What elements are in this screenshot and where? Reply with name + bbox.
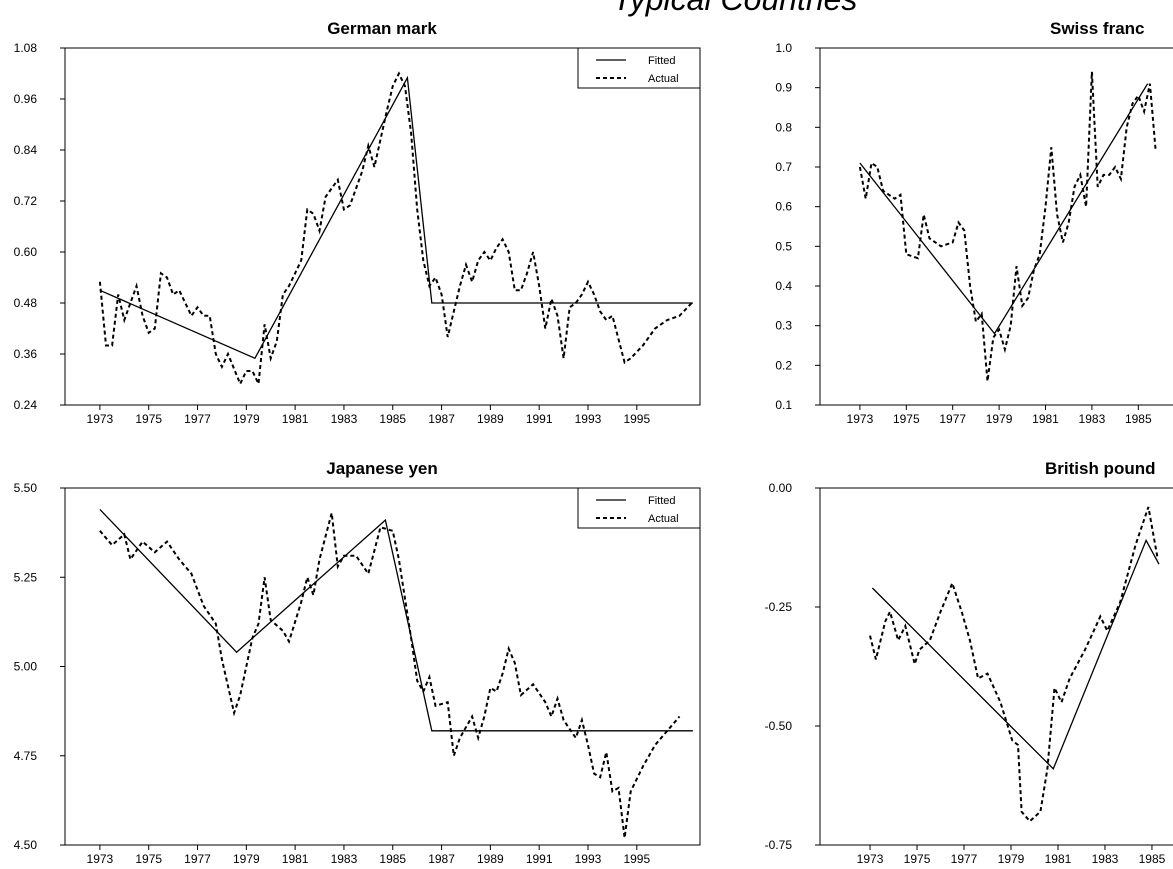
y-tick-label: 0.1	[775, 398, 792, 412]
x-tick-label: 1977	[184, 412, 211, 426]
y-tick-label: 0.8	[775, 120, 792, 134]
x-tick-label: 1987	[428, 412, 455, 426]
y-tick-label: 0.5	[775, 239, 792, 253]
x-tick-label: 1983	[1092, 852, 1119, 866]
y-tick-label: 0.96	[14, 92, 38, 106]
x-tick-label: 1981	[1045, 852, 1072, 866]
x-tick-label: 1983	[1079, 412, 1106, 426]
x-tick-label: 1985	[379, 412, 406, 426]
x-tick-label: 1983	[331, 412, 358, 426]
chart-title: German mark	[327, 19, 437, 38]
plot-frame	[64, 487, 701, 846]
y-tick-label: 1.0	[775, 41, 792, 55]
figure-title: Typical Countries	[613, 0, 858, 17]
x-tick-label: 1993	[575, 412, 602, 426]
chart-title: Swiss franc	[1050, 19, 1145, 38]
y-tick-label: -0.75	[765, 838, 793, 852]
x-tick-label: 1989	[477, 412, 504, 426]
x-tick-label: 1981	[282, 852, 309, 866]
x-tick-label: 1993	[575, 852, 602, 866]
x-tick-label: 1977	[951, 852, 978, 866]
legend-label: Fitted	[648, 55, 676, 67]
y-tick-label: 5.50	[14, 481, 38, 495]
x-tick-label: 1973	[87, 412, 114, 426]
x-tick-label: 1979	[986, 412, 1013, 426]
y-tick-label: 0.2	[775, 358, 792, 372]
legend-frame	[577, 488, 700, 529]
x-tick-label: 1983	[331, 852, 358, 866]
x-tick-label: 1975	[135, 412, 162, 426]
x-tick-label: 1975	[893, 412, 920, 426]
y-tick-label: -0.25	[765, 600, 793, 614]
y-tick-label: 0.7	[775, 160, 792, 174]
series-line	[859, 83, 1149, 335]
plot-frame	[819, 487, 1173, 846]
series-line	[858, 71, 1157, 382]
x-tick-label: 1995	[623, 412, 650, 426]
y-tick-label: 0.9	[775, 81, 792, 95]
series-line	[871, 538, 1160, 770]
x-tick-label: 1973	[857, 852, 884, 866]
x-tick-label: 1991	[526, 852, 553, 866]
x-tick-label: 1975	[135, 852, 162, 866]
y-tick-label: 0.24	[14, 398, 38, 412]
legend-label: Fitted	[648, 495, 676, 507]
x-tick-label: 1991	[526, 412, 553, 426]
x-tick-label: 1985	[1139, 852, 1166, 866]
y-tick-label: 5.25	[14, 570, 38, 584]
y-tick-label: 1.08	[14, 41, 38, 55]
y-tick-label: 0.4	[775, 279, 792, 293]
x-tick-label: 1973	[87, 852, 114, 866]
x-tick-label: 1975	[904, 852, 931, 866]
legend-frame	[577, 48, 700, 89]
x-tick-label: 1985	[1125, 412, 1152, 426]
x-tick-label: 1995	[623, 852, 650, 866]
x-tick-label: 1989	[477, 852, 504, 866]
y-tick-label: 0.6	[775, 200, 792, 214]
chart-title: British pound	[1045, 459, 1155, 478]
x-tick-label: 1973	[847, 412, 874, 426]
legend-label: Actual	[648, 73, 679, 85]
y-tick-label: 0.00	[769, 481, 793, 495]
x-tick-label: 1985	[379, 852, 406, 866]
x-tick-label: 1979	[998, 852, 1025, 866]
y-tick-label: 0.84	[14, 143, 38, 157]
y-tick-label: 0.48	[14, 296, 38, 310]
y-tick-label: 0.72	[14, 194, 38, 208]
y-tick-label: 4.50	[14, 838, 38, 852]
plot-frame	[64, 47, 701, 406]
series-line	[99, 512, 681, 839]
y-tick-label: 0.3	[775, 319, 792, 333]
x-tick-label: 1981	[282, 412, 309, 426]
series-line	[99, 508, 693, 732]
plot-frame	[819, 47, 1173, 406]
series-line	[98, 71, 693, 388]
series-line	[99, 75, 693, 360]
y-tick-label: 0.36	[14, 347, 38, 361]
y-tick-label: 0.60	[14, 245, 38, 259]
y-tick-label: 5.00	[14, 660, 38, 674]
series-line	[869, 506, 1159, 823]
y-tick-label: 4.75	[14, 749, 38, 763]
chart-title: Japanese yen	[326, 459, 438, 478]
x-tick-label: 1977	[939, 412, 966, 426]
x-tick-label: 1979	[233, 412, 260, 426]
x-tick-label: 1987	[428, 852, 455, 866]
legend-label: Actual	[648, 513, 679, 525]
x-tick-label: 1977	[184, 852, 211, 866]
y-tick-label: -0.50	[765, 719, 793, 733]
x-tick-label: 1981	[1032, 412, 1059, 426]
x-tick-label: 1979	[233, 852, 260, 866]
